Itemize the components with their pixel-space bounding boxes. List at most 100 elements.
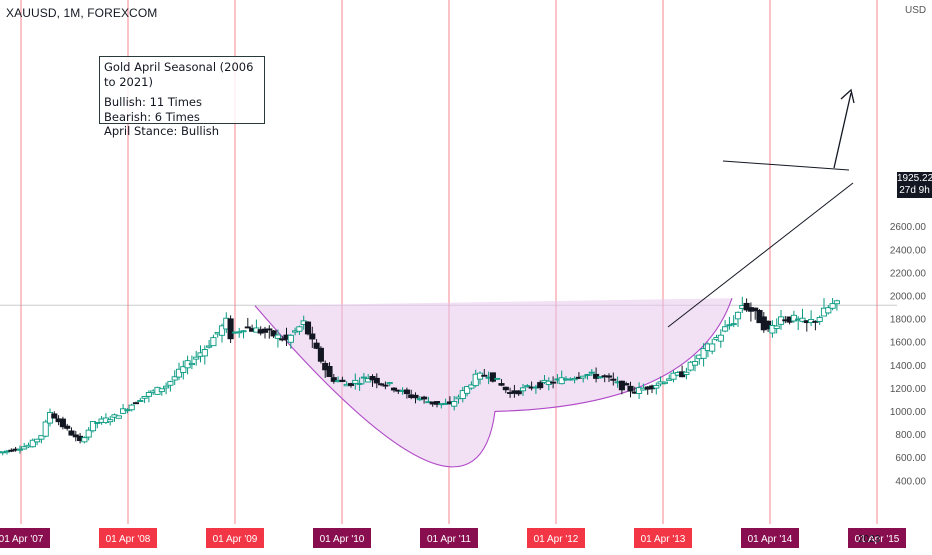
candle-body <box>588 371 595 374</box>
x-tick-label: 01 Apr '11 <box>427 534 471 545</box>
candle-body <box>605 375 613 378</box>
candle-body <box>128 404 135 411</box>
x-tick-label: 01 Apr '07 <box>0 534 44 545</box>
candle-body <box>833 300 840 305</box>
candle-body <box>670 372 677 380</box>
y-tick-label: 2400.00 <box>890 245 927 256</box>
candle-body <box>326 365 333 377</box>
candle-body <box>816 317 823 322</box>
x-label-badge <box>99 528 157 548</box>
candle-body <box>412 394 419 399</box>
candle-body <box>653 385 660 389</box>
x-label-badge <box>527 528 585 548</box>
y-tick-label: 600.00 <box>895 453 926 464</box>
candle-body <box>558 377 565 385</box>
seasonal-annotation-box[interactable]: Gold April Seasonal (2006 to 2021) Bulli… <box>99 56 265 138</box>
candle-body <box>81 437 88 443</box>
candle-body <box>42 421 49 437</box>
candle-body <box>266 328 273 331</box>
x-tick-label: 01 Apr '15 <box>855 534 900 545</box>
candle-body <box>171 376 178 381</box>
candle-body <box>717 334 724 342</box>
x-tick-label: 2023 <box>858 534 881 545</box>
candle-body <box>498 383 505 386</box>
candle-body <box>730 323 737 326</box>
resistance-line <box>722 160 850 171</box>
candle-body <box>472 373 479 387</box>
candle-body <box>386 382 393 385</box>
candle-body <box>489 372 496 382</box>
candle-body <box>825 307 832 314</box>
candle-body <box>330 377 337 382</box>
candle-body <box>373 377 380 384</box>
y-tick-label: 2000.00 <box>890 292 927 303</box>
candle-body <box>313 342 320 349</box>
candle-body <box>85 429 92 438</box>
candle-body <box>145 392 152 397</box>
x-label-badge <box>848 528 906 548</box>
candle-body <box>502 386 509 391</box>
candle-body <box>51 413 58 419</box>
candle-body <box>34 438 41 443</box>
candle-body <box>64 425 71 429</box>
x-label-badge <box>741 528 799 548</box>
candle-body <box>464 386 471 394</box>
candle-body <box>347 383 355 386</box>
candle-body <box>115 415 122 419</box>
candle-body <box>481 374 488 377</box>
candle-body <box>16 448 23 451</box>
y-tick-label: 2600.00 <box>890 222 927 233</box>
candle-body <box>769 325 776 334</box>
candle-body <box>227 318 234 340</box>
candle-body <box>691 361 699 366</box>
candle-body <box>709 343 716 352</box>
price-axis[interactable]: 400.00 600.00 800.00 1000.00 1200.00 1400.00 1… <box>890 222 927 487</box>
x-tick-label: 01 Apr '10 <box>320 534 365 545</box>
candle-body <box>29 439 36 448</box>
cup-fill <box>255 298 732 467</box>
candle-body <box>584 374 591 376</box>
candle-body <box>274 334 281 339</box>
candle-body <box>137 400 144 402</box>
candle-body <box>236 331 243 334</box>
candle-body <box>201 349 208 357</box>
x-tick-label: 01 Apr '14 <box>748 534 793 545</box>
candle-body <box>360 376 367 379</box>
candle-body <box>515 390 522 395</box>
candle-body <box>163 385 170 389</box>
candle-body <box>21 446 28 450</box>
symbol-title[interactable]: XAUUSD, 1M, FOREXCOM <box>6 6 158 20</box>
candle-body <box>610 378 617 381</box>
candle-body <box>752 307 759 312</box>
candle-body <box>421 396 428 400</box>
y-tick-label: 1200.00 <box>890 384 927 395</box>
bar-countdown: 27d 9h <box>899 185 930 196</box>
candle-body <box>68 430 75 436</box>
candle-body <box>433 401 441 405</box>
candle-body <box>524 385 531 388</box>
y-tick-label: 1000.00 <box>890 407 927 418</box>
candle-body <box>8 449 15 452</box>
currency-label: USD <box>905 5 927 16</box>
candle-body <box>700 348 707 359</box>
time-axis[interactable]: 01 Apr '07 01 Apr '08 01 Apr '09 01 Apr '10… <box>0 528 932 548</box>
x-tick-label: 01 Apr '13 <box>641 534 686 545</box>
x-label-badge <box>313 528 371 548</box>
candle-body <box>390 387 398 391</box>
candle-body <box>210 337 217 347</box>
support-trendline <box>667 182 854 328</box>
x-label-badge <box>206 528 264 548</box>
x-tick-label: 01 Apr '12 <box>534 534 579 545</box>
candle-body <box>734 311 742 320</box>
candle-body <box>309 333 316 340</box>
candle-body <box>270 330 277 337</box>
y-tick-label: 400.00 <box>895 476 926 487</box>
last-price-tag: 1925.22 27d 9h <box>897 172 932 198</box>
candle-body <box>829 303 836 309</box>
candle-body <box>743 302 750 311</box>
candle-body <box>519 387 527 392</box>
candle-body <box>339 379 346 382</box>
candle-body <box>141 396 148 399</box>
